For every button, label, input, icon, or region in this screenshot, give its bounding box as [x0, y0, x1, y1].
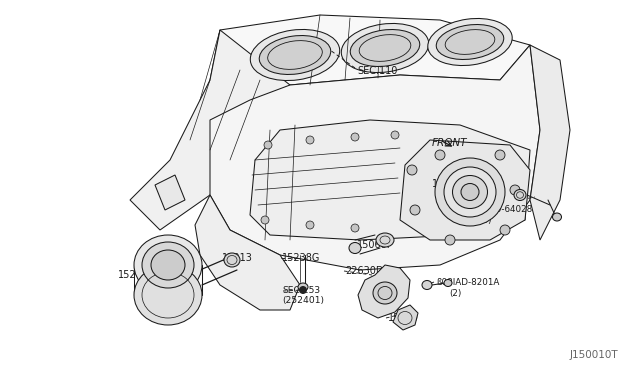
Text: 15010: 15010	[432, 179, 463, 189]
Ellipse shape	[514, 189, 526, 201]
Circle shape	[306, 136, 314, 144]
Ellipse shape	[452, 176, 488, 208]
Circle shape	[306, 221, 314, 229]
Ellipse shape	[224, 253, 240, 267]
Text: ß08120-64028: ß08120-64028	[468, 205, 532, 214]
Polygon shape	[155, 175, 185, 210]
Text: ß08IAD-8201A: ß08IAD-8201A	[436, 278, 499, 287]
Ellipse shape	[341, 23, 429, 73]
Text: J150010T: J150010T	[570, 350, 619, 360]
Circle shape	[264, 141, 272, 149]
Ellipse shape	[142, 242, 194, 288]
Polygon shape	[210, 45, 540, 270]
Text: 15238G: 15238G	[282, 253, 321, 263]
Ellipse shape	[298, 283, 308, 291]
Ellipse shape	[461, 183, 479, 201]
Text: SEC.253: SEC.253	[282, 286, 320, 295]
Text: 15068F: 15068F	[357, 240, 394, 250]
Ellipse shape	[435, 158, 505, 226]
Ellipse shape	[250, 29, 340, 80]
Ellipse shape	[436, 25, 504, 60]
Ellipse shape	[350, 29, 420, 67]
Ellipse shape	[134, 265, 202, 325]
Circle shape	[351, 133, 359, 141]
Ellipse shape	[428, 19, 512, 65]
Ellipse shape	[376, 233, 394, 247]
Ellipse shape	[134, 235, 202, 295]
Text: 15213: 15213	[222, 253, 253, 263]
Polygon shape	[393, 305, 418, 330]
Ellipse shape	[444, 167, 496, 217]
Circle shape	[299, 286, 307, 294]
Circle shape	[407, 165, 417, 175]
Text: (252401): (252401)	[282, 296, 324, 305]
Ellipse shape	[259, 36, 331, 74]
Ellipse shape	[552, 213, 561, 221]
Ellipse shape	[444, 279, 452, 286]
Circle shape	[391, 131, 399, 139]
Circle shape	[410, 205, 420, 215]
Text: (3): (3)	[479, 216, 492, 225]
Polygon shape	[358, 265, 410, 318]
Text: 15050: 15050	[388, 313, 419, 323]
Ellipse shape	[151, 250, 185, 280]
Polygon shape	[400, 140, 530, 240]
Text: 15208: 15208	[118, 270, 149, 280]
Ellipse shape	[422, 280, 432, 289]
Polygon shape	[130, 30, 290, 230]
Polygon shape	[195, 195, 300, 310]
Polygon shape	[530, 45, 570, 240]
Text: (2): (2)	[449, 289, 461, 298]
Text: FRONT: FRONT	[432, 138, 467, 148]
Circle shape	[500, 225, 510, 235]
Ellipse shape	[349, 243, 361, 253]
Text: 22630D: 22630D	[345, 266, 383, 276]
Ellipse shape	[373, 282, 397, 304]
Circle shape	[435, 150, 445, 160]
Circle shape	[445, 235, 455, 245]
Text: SEC.110: SEC.110	[357, 66, 397, 76]
Circle shape	[261, 216, 269, 224]
Circle shape	[495, 150, 505, 160]
Circle shape	[510, 185, 520, 195]
Circle shape	[351, 224, 359, 232]
Polygon shape	[250, 120, 530, 240]
Polygon shape	[210, 15, 530, 85]
